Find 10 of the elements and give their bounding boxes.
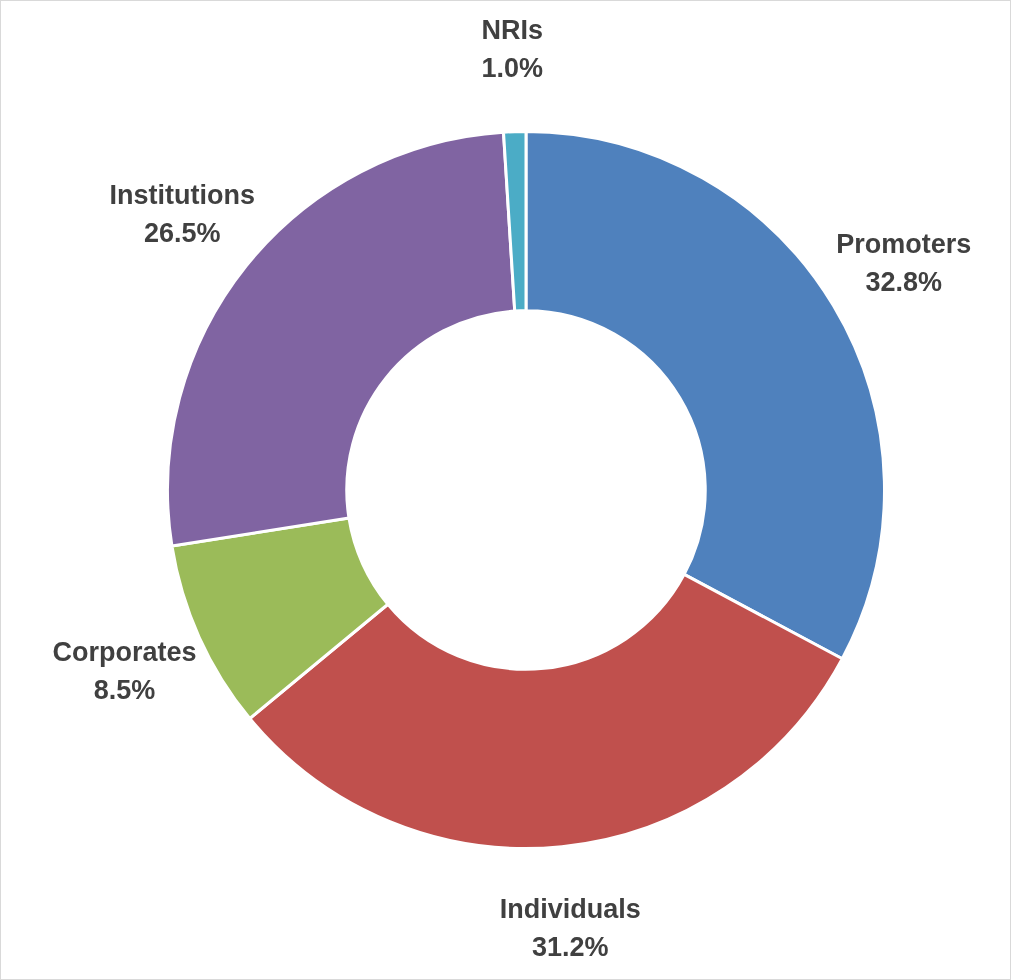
slice-label: Promoters [836, 228, 972, 259]
slice-label: NRIs [481, 15, 543, 46]
data-label: 32.8% [865, 266, 943, 297]
data-label: 26.5% [143, 218, 221, 249]
data-label: 8.5% [93, 674, 156, 705]
slice-label: Corporates [52, 636, 197, 667]
slice-label: Institutions [109, 180, 255, 211]
data-label: 31.2% [531, 931, 609, 962]
slice-label: Individuals [499, 893, 641, 924]
data-label: 1.0% [481, 53, 543, 84]
